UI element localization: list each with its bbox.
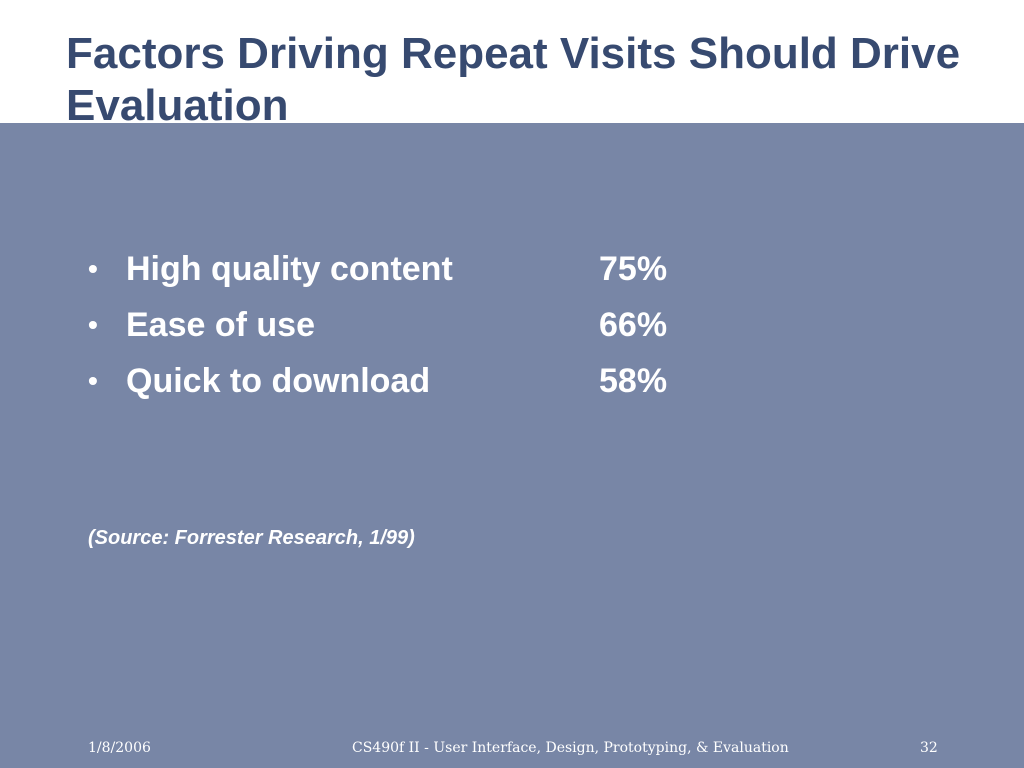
bullet-item: • Ease of use 66% [88, 301, 708, 357]
bullet-list: • High quality content 75% • Ease of use… [88, 245, 708, 413]
bullet-label: High quality content [126, 250, 453, 288]
bullet-marker: • [88, 309, 98, 340]
bullet-label: Quick to download [126, 362, 431, 400]
slide-body-background [0, 123, 1024, 768]
bullet-value: 66% [599, 306, 668, 344]
bullet-marker: • [88, 365, 98, 396]
bullet-item: • High quality content 75% [88, 245, 708, 301]
bullet-marker: • [88, 253, 98, 284]
footer-page-number: 32 [920, 740, 938, 756]
source-citation: (Source: Forrester Research, 1/99) [88, 527, 415, 549]
bullet-value: 75% [599, 250, 668, 288]
slide-title: Factors Driving Repeat Visits Should Dri… [66, 29, 961, 130]
bullet-value: 58% [599, 362, 668, 400]
footer-course-title: CS490f II - User Interface, Design, Prot… [352, 740, 789, 756]
footer-date: 1/8/2006 [88, 740, 151, 756]
bullet-label: Ease of use [126, 306, 315, 344]
bullet-item: • Quick to download 58% [88, 357, 708, 413]
